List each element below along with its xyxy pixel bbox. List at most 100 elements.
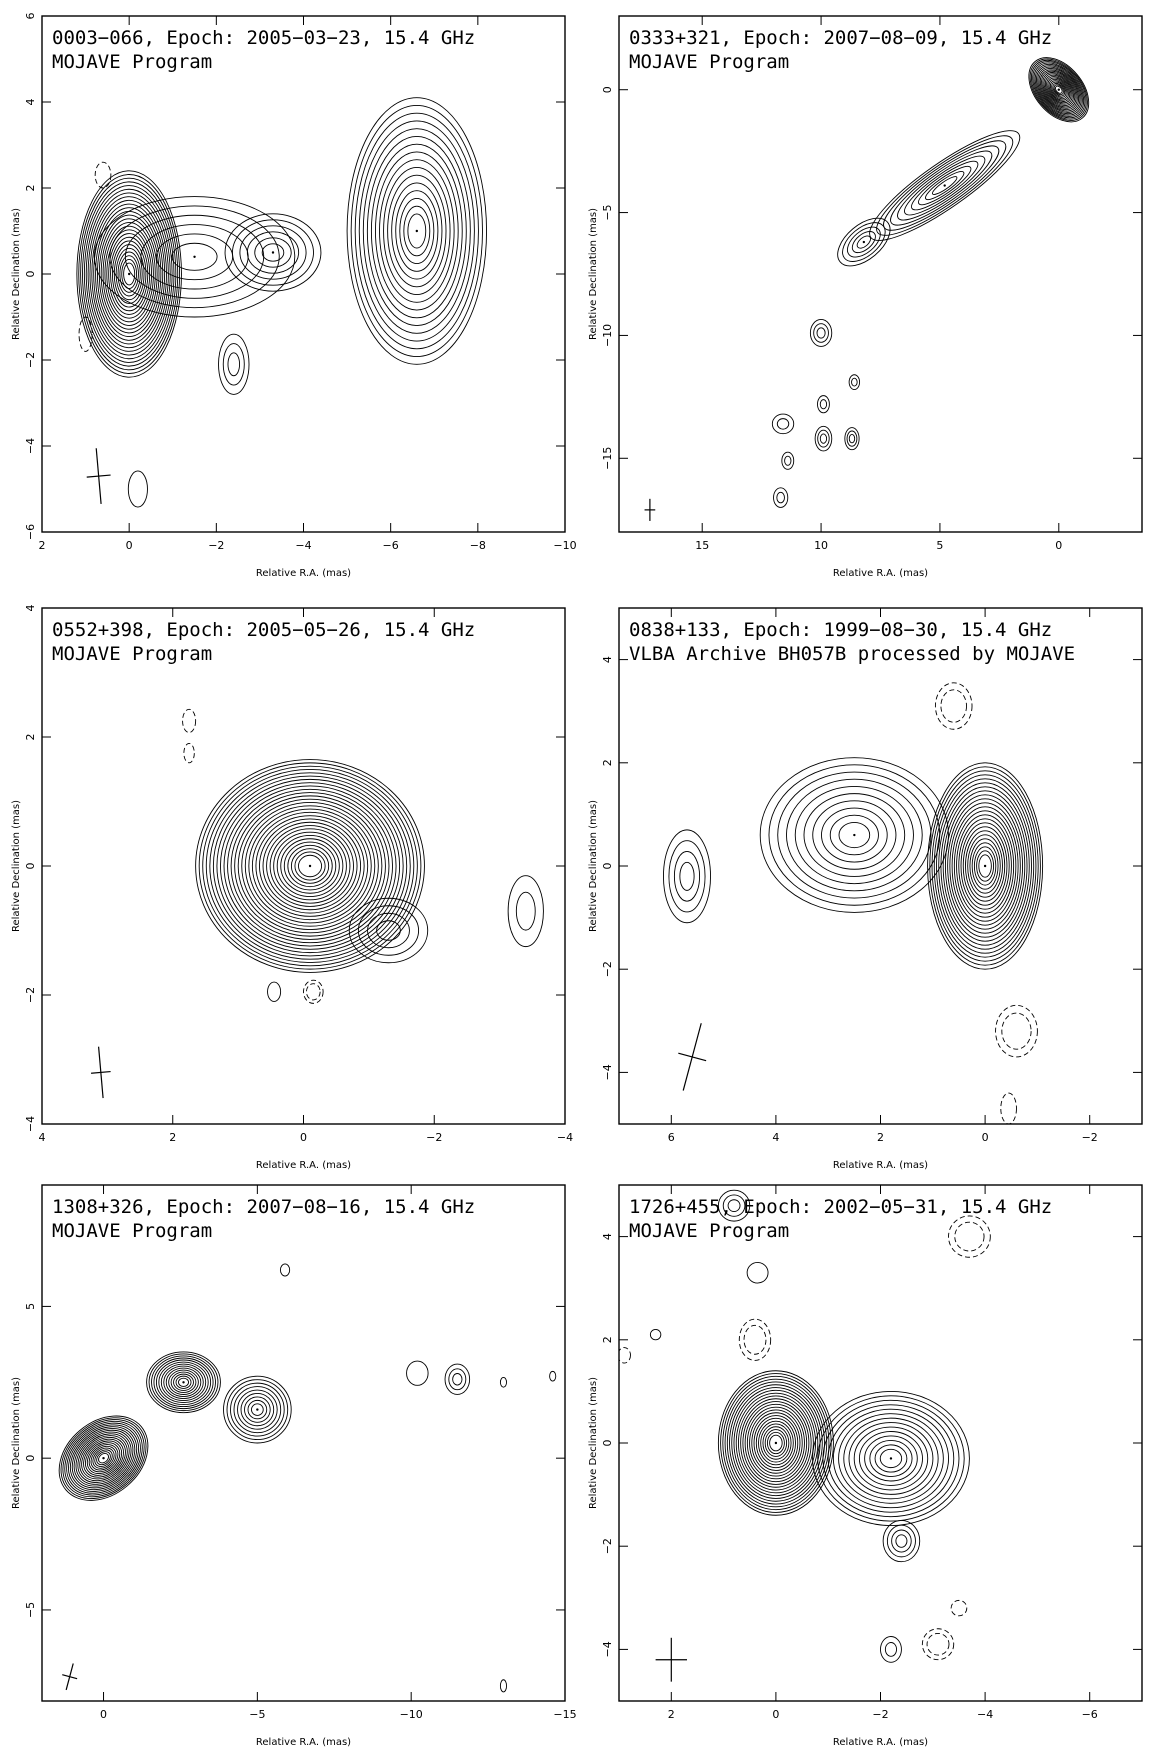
contour-level: [858, 1431, 923, 1486]
contour-level: [1044, 74, 1073, 105]
contour-level: [92, 1447, 115, 1469]
chart-title: 1726+455, Epoch: 2002−05−31, 15.4 GHz: [629, 1196, 1052, 1218]
contour-level: [383, 166, 451, 296]
negative-contour: [183, 742, 195, 764]
peak-marker: [308, 864, 312, 868]
contour-level: [1051, 81, 1067, 98]
x-tick-label: 0: [982, 1131, 989, 1144]
contour-level: [925, 171, 965, 201]
negative-contour: [954, 1221, 985, 1252]
contour-level: [895, 1534, 908, 1548]
contour-level: [178, 1377, 190, 1387]
contour-level: [851, 231, 876, 254]
contour-level: [448, 1368, 467, 1391]
negative-contour: [940, 689, 967, 723]
contour-level: [817, 1395, 965, 1522]
contour-level: [399, 197, 435, 265]
contour-level: [155, 1359, 212, 1406]
contour-level: [290, 848, 330, 884]
contour-level: [727, 1199, 741, 1212]
x-tick-label: −10: [400, 1708, 423, 1721]
chart-subtitle: MOJAVE Program: [629, 51, 789, 73]
contour-level: [376, 920, 401, 941]
negative-contour: [995, 1004, 1038, 1058]
y-tick-label: −10: [601, 324, 614, 347]
contour-level: [1048, 78, 1069, 101]
contour-level: [444, 1363, 471, 1395]
contour-level: [195, 759, 425, 973]
x-axis-label: Relative R.A. (mas): [833, 1160, 928, 1171]
beam-marker: [678, 1023, 707, 1091]
chart-subtitle: MOJAVE Program: [52, 51, 212, 73]
y-tick-label: −6: [24, 524, 37, 540]
contour-level: [452, 1373, 463, 1386]
y-tick-label: 2: [24, 734, 37, 741]
x-tick-label: 0: [100, 1708, 107, 1721]
chart-subtitle: MOJAVE Program: [629, 1220, 789, 1242]
contour-level: [838, 821, 871, 849]
contour-level: [938, 782, 1032, 950]
y-tick-label: 6: [24, 13, 37, 20]
contour-level: [117, 251, 141, 297]
negative-contour: [78, 316, 93, 352]
negative-contour: [743, 1324, 767, 1355]
contour-level: [375, 151, 459, 311]
y-tick-label: −2: [24, 987, 37, 1003]
contour-level: [794, 785, 914, 885]
contour-level: [84, 1440, 123, 1476]
contour-level: [813, 323, 829, 343]
peak-marker: [862, 240, 866, 244]
contour-level: [367, 912, 410, 949]
contour-level: [965, 830, 1006, 902]
beam-marker: [62, 1663, 78, 1691]
contour-level: [722, 1194, 746, 1217]
x-tick-label: 0: [300, 1131, 307, 1144]
contour-level: [773, 487, 789, 508]
contour-level: [884, 1642, 898, 1657]
contour-level: [357, 905, 420, 956]
peak-marker: [256, 1408, 259, 1411]
contour-level: [348, 897, 429, 964]
contour-map-1308+326: 0 −5 −10 −15 −5 0 5 Relative R.A. (mas) Relative…: [11, 1184, 577, 1748]
contour-level: [198, 762, 422, 970]
contour-level: [844, 427, 860, 451]
contour-level: [927, 762, 1044, 970]
contour-level: [1047, 77, 1071, 102]
beam-minor-axis: [62, 1674, 78, 1680]
y-tick-label: −4: [24, 1116, 37, 1132]
contour-level: [362, 128, 471, 334]
contour-level: [931, 176, 958, 195]
x-tick-label: 0: [126, 539, 133, 552]
x-axis-label: Relative R.A. (mas): [256, 1160, 351, 1171]
contour-level: [969, 838, 1001, 894]
contour-level: [746, 1406, 805, 1480]
contour-level: [232, 219, 314, 286]
contour-level: [96, 1451, 111, 1466]
contour-level: [1029, 58, 1088, 121]
peak-marker: [853, 833, 856, 837]
contour-level: [777, 771, 932, 899]
contour-level: [230, 792, 390, 940]
contour-level: [127, 470, 148, 508]
contour-level: [75, 1431, 132, 1485]
contour-map-0552+398: 4 2 0 −2 −4 −4 −2 0 2 4 Relative R.A. (mas) Relativ…: [11, 605, 573, 1172]
contour-level: [768, 764, 941, 906]
contour-level: [83, 1438, 124, 1478]
contour-level: [106, 229, 152, 319]
contour-level: [814, 425, 833, 452]
negative-contour: [950, 1599, 968, 1617]
panel-0333+321: 15 10 5 0 −15 −10 −5 0 Relative R.A. (mas) Relati…: [577, 0, 1154, 585]
contour-level: [1049, 80, 1068, 100]
contour-level: [81, 1436, 126, 1480]
contour-level: [227, 788, 393, 944]
y-tick-label: 0: [601, 86, 614, 93]
contour-level: [829, 814, 879, 856]
contours: [76, 97, 488, 508]
plot-frame: [41, 1184, 566, 1702]
x-tick-label: 15: [695, 539, 709, 552]
negative-contour: [619, 1347, 631, 1364]
contour-level: [812, 800, 897, 870]
contour-level: [240, 1393, 275, 1427]
contour-level: [769, 1434, 783, 1452]
contour-level: [771, 413, 795, 435]
